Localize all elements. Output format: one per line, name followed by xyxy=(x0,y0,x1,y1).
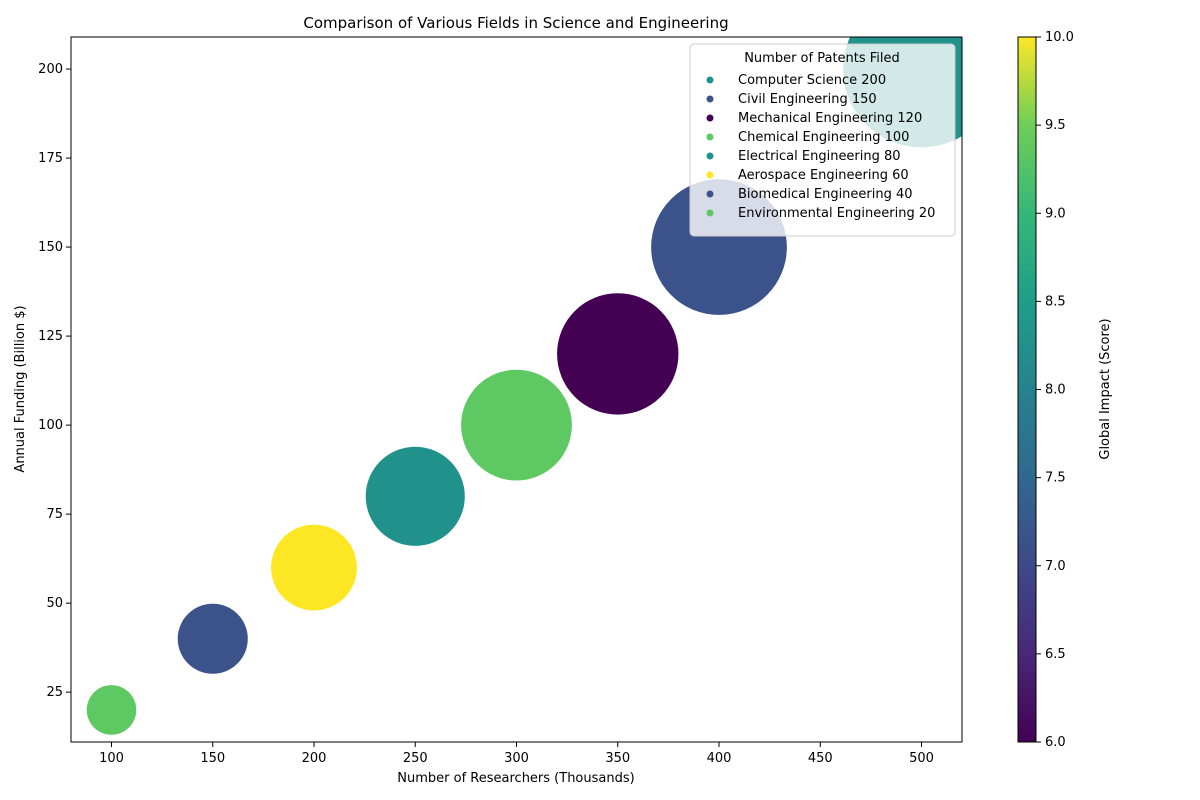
colorbar-label: Global Impact (Score) xyxy=(1098,318,1113,459)
legend-entry: Mechanical Engineering 120 xyxy=(738,111,922,126)
legend: Number of Patents Filed Computer Science… xyxy=(689,43,956,237)
legend-marker xyxy=(706,95,714,103)
y-tick-label: 25 xyxy=(46,685,63,700)
x-tick-label: 100 xyxy=(99,751,124,766)
colorbar-tick-label: 7.0 xyxy=(1045,559,1066,574)
colorbar-tick-label: 6.0 xyxy=(1045,735,1066,750)
y-tick-label: 75 xyxy=(46,507,63,522)
legend-entry: Aerospace Engineering 60 xyxy=(738,168,909,183)
colorbar-tick-label: 8.5 xyxy=(1045,294,1066,309)
x-tick-label: 250 xyxy=(403,751,428,766)
bubble-8 xyxy=(86,685,137,735)
x-axis-label: Number of Researchers (Thousands) xyxy=(397,771,634,786)
x-tick-label: 450 xyxy=(808,751,833,766)
bubble-5 xyxy=(365,446,465,546)
y-tick-label: 200 xyxy=(38,62,63,77)
x-tick-label: 150 xyxy=(200,751,225,766)
y-tick-label: 125 xyxy=(38,329,63,344)
colorbar-gradient xyxy=(1017,36,1037,743)
legend-marker xyxy=(706,133,714,141)
legend-marker xyxy=(706,209,714,217)
y-axis: 25 50 75 100 125 150 175 200 xyxy=(38,62,71,700)
legend-entry: Civil Engineering 150 xyxy=(738,92,877,107)
colorbar: 6.0 6.5 7.0 7.5 8.0 8.5 9.0 9.5 10.0 Global Impa… xyxy=(1017,30,1113,750)
legend-box xyxy=(689,43,956,237)
x-tick-label: 400 xyxy=(707,751,732,766)
y-tick-label: 175 xyxy=(38,151,63,166)
colorbar-tick-label: 9.0 xyxy=(1045,206,1066,221)
colorbar-tick-label: 9.5 xyxy=(1045,118,1066,133)
chart-title: Comparison of Various Fields in Science … xyxy=(303,14,728,32)
legend-entry: Environmental Engineering 20 xyxy=(738,206,935,221)
legend-marker xyxy=(706,114,714,122)
colorbar-tick-label: 8.0 xyxy=(1045,383,1066,398)
legend-entry: Computer Science 200 xyxy=(738,73,886,88)
x-tick-label: 200 xyxy=(302,751,327,766)
bubble-7 xyxy=(177,603,248,674)
bubble-3 xyxy=(557,293,679,415)
legend-entry: Chemical Engineering 100 xyxy=(738,130,909,145)
x-tick-label: 350 xyxy=(605,751,630,766)
legend-marker xyxy=(706,152,714,160)
legend-entry: Biomedical Engineering 40 xyxy=(738,187,913,202)
bubble-6 xyxy=(271,524,357,611)
y-tick-label: 150 xyxy=(38,240,63,255)
legend-marker xyxy=(706,171,714,179)
legend-title: Number of Patents Filed xyxy=(744,51,900,66)
legend-entry: Electrical Engineering 80 xyxy=(738,149,901,164)
x-tick-label: 500 xyxy=(909,751,934,766)
legend-marker xyxy=(706,76,714,84)
x-axis: 100 150 200 250 300 350 400 450 500 xyxy=(99,742,934,766)
colorbar-tick-label: 10.0 xyxy=(1045,30,1074,45)
y-tick-label: 100 xyxy=(38,418,63,433)
legend-marker xyxy=(706,190,714,198)
y-tick-label: 50 xyxy=(46,596,63,611)
x-tick-label: 300 xyxy=(504,751,529,766)
colorbar-tick-label: 7.5 xyxy=(1045,471,1066,486)
bubble-4 xyxy=(461,369,572,481)
y-axis-label: Annual Funding (Billion $) xyxy=(13,305,28,472)
colorbar-tick-label: 6.5 xyxy=(1045,647,1066,662)
